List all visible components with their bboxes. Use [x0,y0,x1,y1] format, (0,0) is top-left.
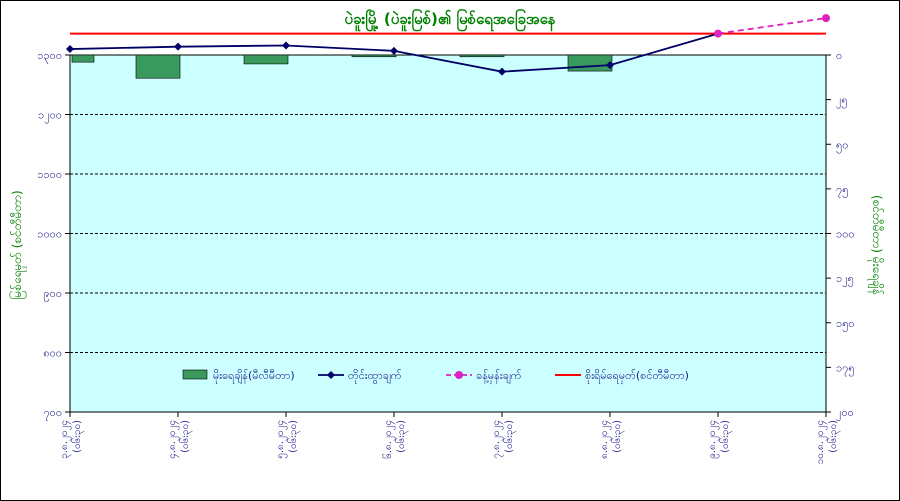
y-right-tick-label: ၂၅ [836,94,848,109]
legend-label: တိုင်းထွာချက် [348,369,402,384]
legend-label: စိုးရိမ်ရေမှတ်(စင်တီမီတာ) [585,369,689,384]
x-tick-time: (၀၆း၃၀) [610,420,625,453]
x-tick-date: ၄.၈.၂၀၂၄ [167,420,180,459]
y-left-tick-label: ၁၂၀၀ [38,109,62,124]
observed-point [606,61,614,70]
x-tick-date: ၈.၈.၂၀၂၄ [599,420,612,459]
y-right-tick-label: ၁၀၀ [836,228,855,241]
y-right-tick-label: ၁၅၀ [836,317,855,332]
y-left-tick-label: ၉၀၀ [43,287,62,302]
chart-title: ပဲခူးမြို့ (ပဲခူးမြစ်)၏ မြစ်ရေအခြေအနေ [344,10,556,28]
y-right-tick-label: ၇၅ [836,183,848,198]
y-right-tick-label: ၀ [836,49,842,62]
rainfall-bar [567,54,613,72]
legend-item: မိုးရေချိန်(မီလီမီတာ) [182,369,295,384]
legend-swatch-bar [182,369,208,380]
legend-label: ခန့်မှန်းချက် [476,369,522,384]
x-tick-date: ၇.၈.၂၀၂၄ [491,420,504,459]
legend-swatch-marker [455,371,463,379]
legend-label: မိုးရေချိန်(မီလီမီတာ) [213,369,295,384]
legend-item: စိုးရိမ်ရေမှတ်(စင်တီမီတာ) [555,369,689,384]
x-tick-date: ၉.၈.၂၀၂၄ [707,420,720,459]
x-tick-date: ၅.၈.၂၀၂၄ [275,420,288,459]
observed-point [498,67,506,76]
observed-point [66,45,74,54]
rainfall-bar [71,54,95,63]
y-left-tick-label: ၁၃၀၀ [37,49,62,64]
x-tick-time: (၀၆း၃၀) [286,420,301,453]
rainfall-bar [459,54,505,58]
y-left-tick-label: ၁၀၀၀ [37,228,62,241]
observed-point [174,42,182,51]
legend-item: ခန့်မှန်းချက် [446,369,522,384]
y-left-tick-label: ၇၀၀ [43,406,62,421]
x-tick-time: (၀၆း၃၀) [826,420,841,453]
x-tick-label: ၃.၈.၂၀၂၄ (၀၆း၃၀) [59,420,85,459]
y-right-tick-label: ၁၇၅ [836,361,855,376]
x-tick-label: ၇.၈.၂၀၂၄ (၀၆း၃၀) [491,420,517,459]
x-tick-time: (၀၆း၃၀) [394,420,409,453]
y-right-tick-label: ၅၀ [836,138,848,153]
rainfall-bar [135,54,181,79]
x-tick-date: ၆.၈.၂၀၂၄ [381,420,396,459]
forecast-point [714,29,722,38]
x-tick-label: ၁၀.၈.၂၀၂၄ (၀၆း၃၀) [815,420,841,465]
x-tick-time: (၀၆း၃၀) [718,420,733,453]
x-tick-date: ၁၀.၈.၂၀၂၄ [815,420,828,464]
rainfall-bar [351,54,397,58]
y-left-tick-label: ၁၁၀၀ [37,168,62,181]
x-tick-date: ၃.၈.၂၀၂၄ [59,420,72,459]
forecast-line [717,17,827,35]
x-tick-label: ၈.၈.၂၀၂၄ (၀၆း၃၀) [599,420,625,459]
x-tick-time: (၀၆း၃၀) [70,420,85,453]
observed-point [390,46,398,55]
observed-point [282,41,290,50]
x-tick-label: ၆.၈.၂၀၂၄ (၀၆း၃၀) [381,420,409,459]
x-tick-time: (၀၆း၃၀) [178,420,193,453]
y-right-tick-label: ၁၂၅ [836,272,854,287]
legend-swatch-marker [327,371,335,379]
y-left-tick-label: ၈၀၀ [43,347,62,360]
x-tick-label: ၉.၈.၂၀၂၄ (၀၆း၃၀) [707,420,733,459]
legend-item: တိုင်းထွာချက် [318,369,402,384]
forecast-point [822,14,830,23]
x-tick-label: ၄.၈.၂၀၂၄ (၀၆း၃၀) [167,420,193,459]
x-tick-label: ၅.၈.၂၀၂၄ (၀၆း၃၀) [275,420,301,459]
rainfall-bar [243,54,289,65]
y-right-tick-label: ၂၀၀ [836,406,854,421]
x-tick-time: (၀၆း၃၀) [502,420,517,453]
